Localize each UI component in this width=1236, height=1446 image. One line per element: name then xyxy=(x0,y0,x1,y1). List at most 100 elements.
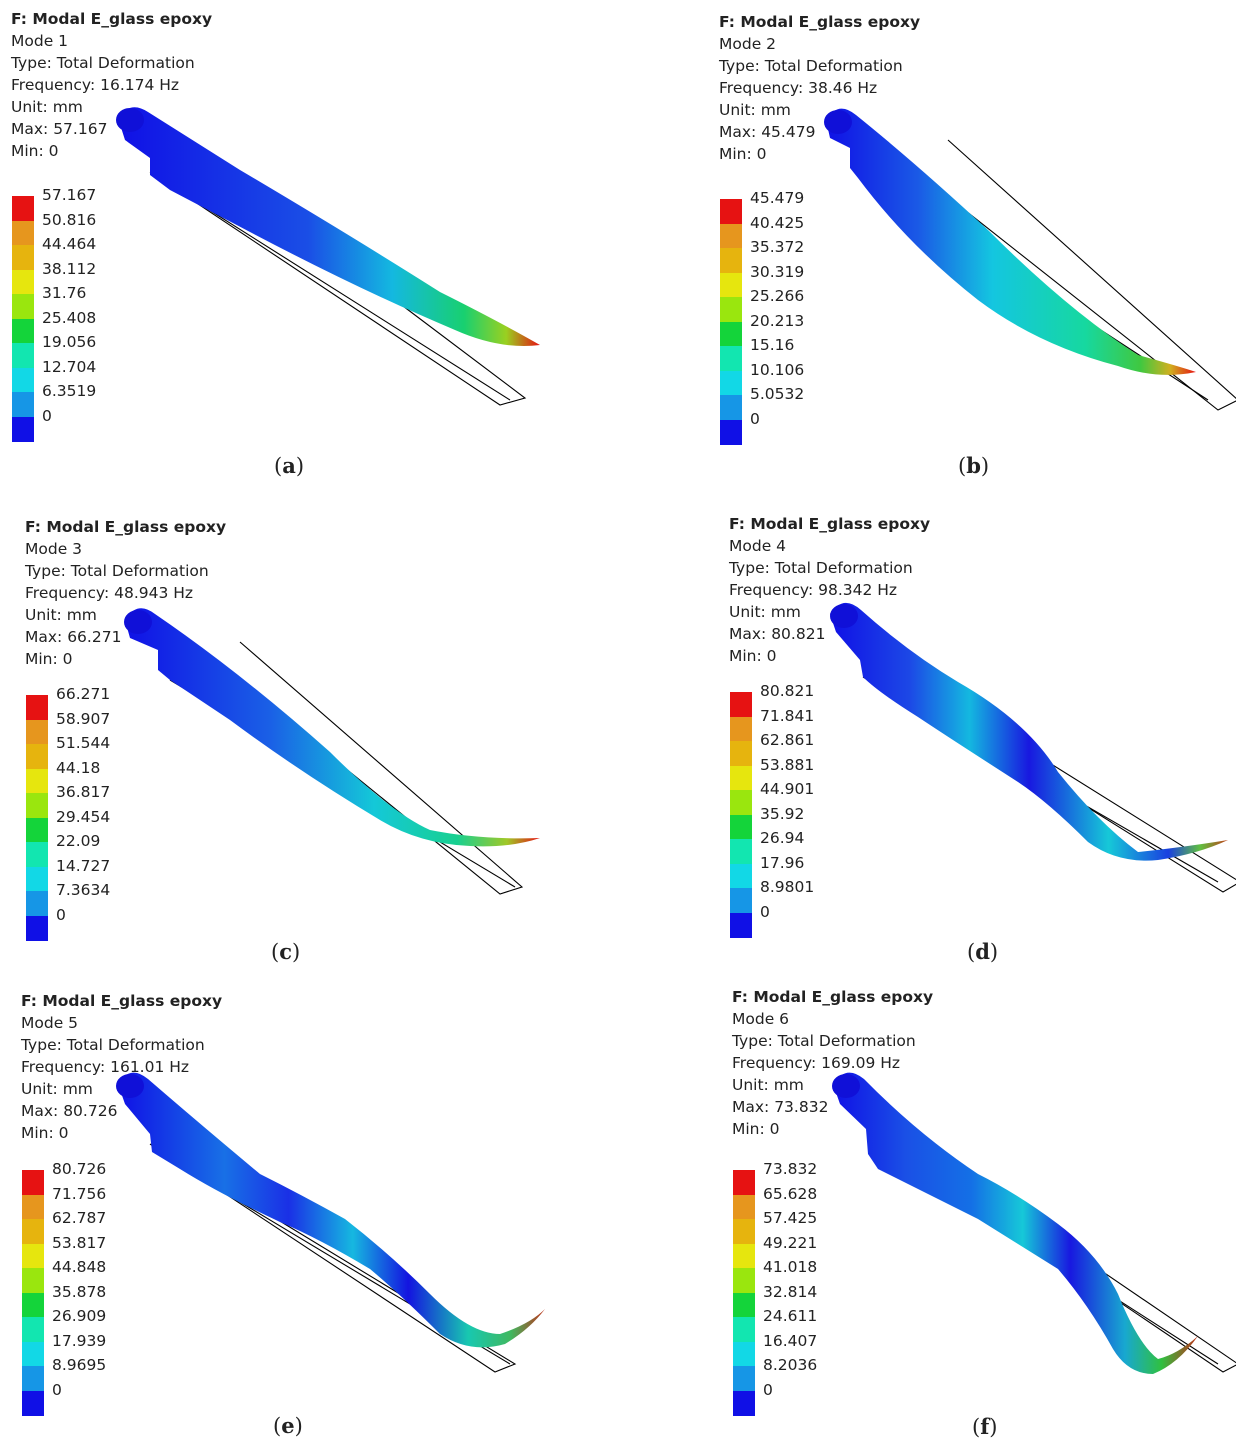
legend-swatch xyxy=(733,1268,755,1293)
subfigure-caption: (c) xyxy=(271,939,301,964)
legend-swatch xyxy=(720,297,742,322)
analysis-title: F: Modal E_glass epoxy xyxy=(11,10,213,28)
legend-swatch xyxy=(720,223,742,249)
legend-swatch xyxy=(720,346,742,371)
legend-swatch xyxy=(730,863,752,889)
legend-tick-label: 73.832 xyxy=(763,1160,818,1178)
result-info: F: Modal E_glass epoxy Mode 4 Type: Tota… xyxy=(729,513,930,667)
legend-tick-label: 10.106 xyxy=(750,360,805,379)
min-label: Min: 0 xyxy=(21,1124,69,1142)
legend-tick-label: 38.112 xyxy=(42,259,97,278)
legend-swatch xyxy=(730,814,752,840)
legend-swatch xyxy=(730,790,752,815)
legend-tick-label: 57.167 xyxy=(42,186,97,204)
legend-tick-label: 71.841 xyxy=(760,706,815,725)
legend-tick-label: 26.909 xyxy=(52,1307,107,1325)
legend-tick-label: 15.16 xyxy=(750,336,795,354)
subfigure-caption: (f) xyxy=(972,1414,998,1439)
legend-swatch xyxy=(22,1194,44,1220)
legend-tick-label: 80.726 xyxy=(52,1160,107,1178)
mode-label: Mode 6 xyxy=(732,1010,790,1028)
legend-swatch xyxy=(12,269,34,295)
subfigure-caption: (b) xyxy=(958,453,990,478)
frequency-label: Frequency: 48.943 Hz xyxy=(25,584,194,602)
unit-label: Unit: mm xyxy=(21,1080,93,1098)
unit-label: Unit: mm xyxy=(11,98,83,116)
max-label: Max: 80.821 xyxy=(729,625,826,643)
legend-swatch xyxy=(22,1268,44,1293)
legend-swatch xyxy=(12,245,34,270)
result-type: Type: Total Deformation xyxy=(11,54,195,72)
blade-root xyxy=(116,108,144,132)
legend-swatch xyxy=(730,716,752,742)
legend-tick-label: 7.3634 xyxy=(56,881,111,899)
min-label: Min: 0 xyxy=(25,650,73,668)
legend-tick-label: 17.939 xyxy=(52,1331,107,1350)
legend-swatch xyxy=(26,768,48,794)
undeformed-outline xyxy=(149,171,527,406)
legend-swatch xyxy=(12,294,34,319)
legend-swatch xyxy=(22,1341,44,1367)
deformed-blade xyxy=(833,1072,1198,1374)
analysis-title: F: Modal E_glass epoxy xyxy=(729,515,931,533)
legend-tick-label: 53.817 xyxy=(52,1233,107,1252)
legend-swatch xyxy=(12,318,34,344)
legend-swatch xyxy=(733,1292,755,1318)
legend-swatch xyxy=(733,1317,755,1342)
legend-swatch xyxy=(730,839,752,864)
legend-tick-label: 5.0532 xyxy=(750,385,805,403)
max-label: Max: 66.271 xyxy=(25,628,122,646)
mode-label: Mode 1 xyxy=(11,32,69,50)
mode-label: Mode 2 xyxy=(719,35,777,53)
min-label: Min: 0 xyxy=(729,647,777,665)
legend-tick-label: 41.018 xyxy=(763,1258,818,1276)
max-label: Max: 57.167 xyxy=(11,120,108,138)
legend-swatch xyxy=(720,199,742,224)
result-info: F: Modal E_glass epoxy Mode 1 Type: Tota… xyxy=(11,8,212,162)
legend-swatch xyxy=(733,1170,755,1195)
legend-swatch xyxy=(22,1243,44,1269)
legend-tick-label: 29.454 xyxy=(56,807,111,826)
legend-tick-label: 19.056 xyxy=(42,333,97,351)
legend-swatch xyxy=(26,719,48,745)
legend-swatch xyxy=(730,692,752,717)
legend-tick-label: 12.704 xyxy=(42,357,97,376)
legend-swatch xyxy=(26,695,48,720)
legend-tick-label: 8.9801 xyxy=(760,878,815,896)
legend-tick-label: 31.76 xyxy=(42,284,87,302)
legend-swatch xyxy=(730,765,752,791)
result-info: F: Modal E_glass epoxy Mode 6 Type: Tota… xyxy=(732,986,933,1140)
legend-swatch xyxy=(26,744,48,769)
min-label: Min: 0 xyxy=(732,1120,780,1138)
mode-label: Mode 5 xyxy=(21,1014,79,1032)
frequency-label: Frequency: 169.09 Hz xyxy=(732,1054,901,1072)
legend-swatch xyxy=(22,1292,44,1318)
legend-tick-label: 8.9695 xyxy=(52,1356,107,1374)
legend-swatch xyxy=(733,1366,755,1391)
legend-tick-label: 25.266 xyxy=(750,287,805,305)
result-type: Type: Total Deformation xyxy=(732,1032,916,1050)
legend-tick-label: 36.817 xyxy=(56,783,111,801)
mode-label: Mode 3 xyxy=(25,540,83,558)
legend-swatch xyxy=(12,196,34,221)
legend-tick-label: 65.628 xyxy=(763,1184,818,1203)
legend-tick-label: 51.544 xyxy=(56,734,111,752)
legend-swatch xyxy=(22,1219,44,1244)
subfigure-caption: (d) xyxy=(967,939,999,964)
legend-swatch xyxy=(22,1390,44,1416)
legend-tick-label: 35.878 xyxy=(52,1282,107,1301)
blade-deformation-plot xyxy=(832,1072,1236,1374)
blade-deformation-plot xyxy=(824,108,1236,411)
blade-root xyxy=(116,1074,144,1098)
legend-swatch xyxy=(22,1366,44,1391)
panel-mode-3: F: Modal E_glass epoxy Mode 3 Type: Tota… xyxy=(0,482,618,964)
panel-mode-1: F: Modal E_glass epoxy Mode 1 Type: Tota… xyxy=(0,0,618,482)
panel-mode-4: F: Modal E_glass epoxy Mode 4 Type: Tota… xyxy=(618,482,1236,964)
legend-tick-label: 16.407 xyxy=(763,1331,818,1350)
deformed-blade xyxy=(118,1072,545,1348)
legend-tick-label: 22.09 xyxy=(56,832,101,850)
panel-mode-6: F: Modal E_glass epoxy Mode 6 Type: Tota… xyxy=(618,964,1236,1446)
blade-root xyxy=(824,110,852,134)
legend-swatch xyxy=(12,343,34,368)
legend-swatch xyxy=(12,416,34,442)
